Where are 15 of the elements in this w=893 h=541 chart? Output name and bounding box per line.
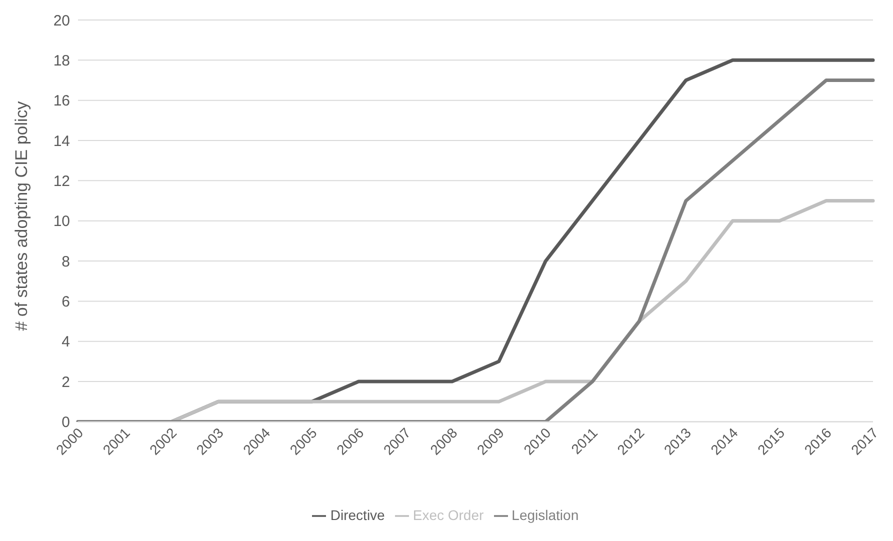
y-tick-label: 6 <box>62 294 70 311</box>
legend-label: Legislation <box>512 506 579 523</box>
y-tick-label: 18 <box>53 52 70 70</box>
y-tick-label: 2 <box>62 374 70 391</box>
y-tick-label: 10 <box>53 213 70 230</box>
y-tick-label: 0 <box>62 414 70 432</box>
legend-label: Exec Order <box>412 506 484 523</box>
y-tick-label: 20 <box>53 12 70 30</box>
y-tick-label: 8 <box>62 253 70 270</box>
y-tick-label: 12 <box>53 173 70 190</box>
y-axis-title: # of states adopting CIE policy <box>12 100 32 331</box>
y-tick-label: 4 <box>62 334 70 351</box>
y-tick-label: 16 <box>53 92 70 110</box>
y-tick-label: 14 <box>53 132 70 150</box>
legend-label: Directive <box>330 506 385 523</box>
